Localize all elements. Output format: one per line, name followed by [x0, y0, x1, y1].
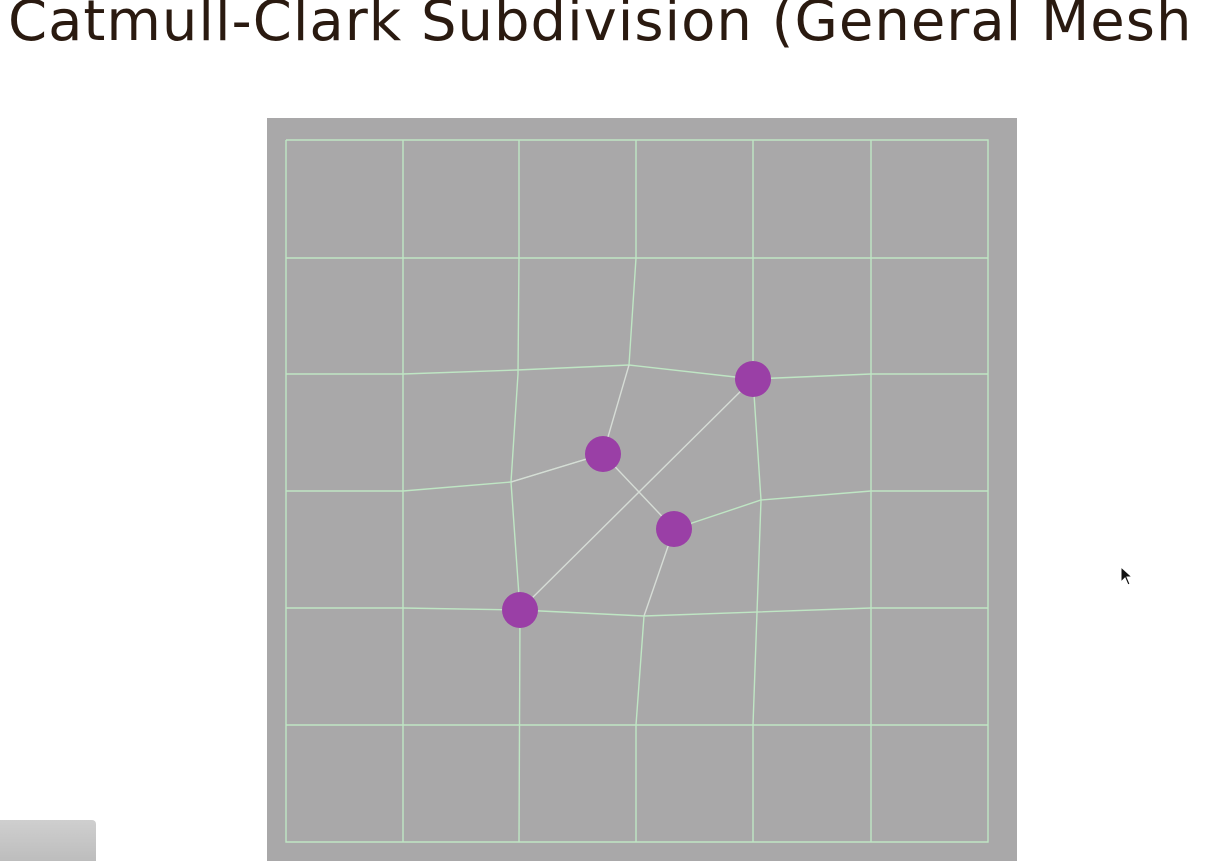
mesh-edge	[286, 607, 521, 611]
mesh-edge	[286, 364, 754, 380]
mesh-edge	[635, 615, 645, 842]
slide-title: Catmull-Clark Subdivision (General Mesh	[8, 0, 1193, 54]
mesh-irregular-edges	[286, 140, 988, 843]
mesh-edge	[752, 140, 762, 842]
mesh-edge	[628, 140, 637, 366]
presenter-thumbnail	[0, 820, 96, 861]
mesh-edge	[673, 490, 988, 530]
mesh-canvas[interactable]	[267, 118, 1017, 861]
mesh-diagonal-edge	[519, 378, 754, 611]
mesh-edge	[519, 607, 988, 617]
mesh-edge	[510, 140, 521, 843]
mesh-edge	[286, 453, 604, 492]
vertex-upper-middle[interactable]	[585, 436, 621, 472]
mesh-edge	[752, 373, 988, 380]
mouse-pointer-icon	[1120, 566, 1134, 586]
mesh-viewport[interactable]	[267, 118, 1017, 861]
mesh-vertices[interactable]	[502, 361, 771, 628]
vertex-center[interactable]	[656, 511, 692, 547]
vertex-bottom-left[interactable]	[502, 592, 538, 628]
vertex-top-right[interactable]	[735, 361, 771, 397]
